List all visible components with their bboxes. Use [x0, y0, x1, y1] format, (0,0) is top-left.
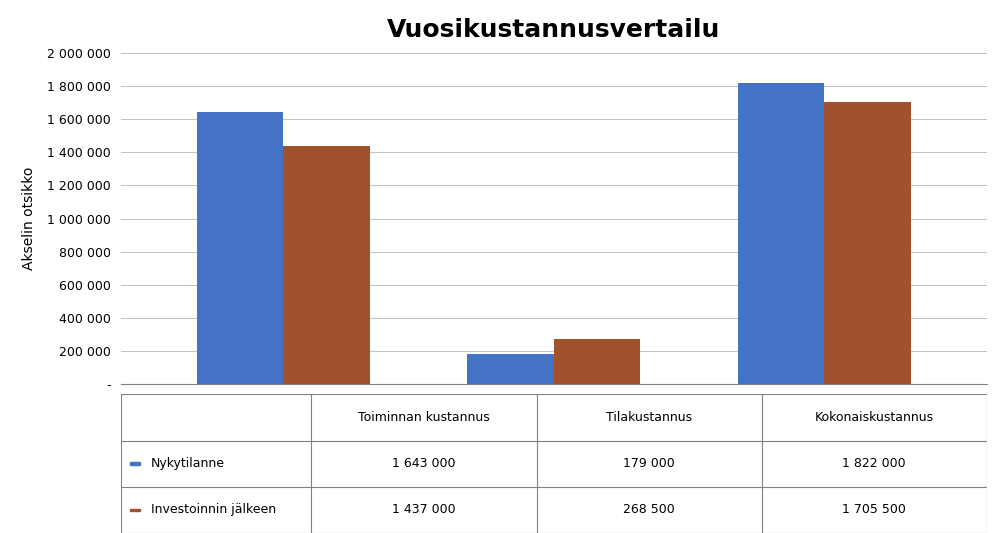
Text: 1 437 000: 1 437 000	[392, 503, 456, 516]
Text: 268 500: 268 500	[623, 503, 675, 516]
Text: 179 000: 179 000	[623, 457, 675, 470]
Text: Nykytilanne: Nykytilanne	[151, 457, 226, 470]
Bar	[283, 147, 370, 384]
Bar	[825, 102, 911, 384]
Bar	[467, 354, 554, 384]
Title: Vuosikustannusvertailu: Vuosikustannusvertailu	[387, 18, 721, 42]
Y-axis label: Akselin otsikko: Akselin otsikko	[22, 167, 36, 270]
Text: 1 643 000: 1 643 000	[392, 457, 456, 470]
Bar	[554, 340, 640, 384]
Bar	[738, 83, 825, 384]
Bar	[130, 463, 140, 465]
Text: 1 705 500: 1 705 500	[842, 503, 906, 516]
Text: Toiminnan kustannus: Toiminnan kustannus	[358, 411, 489, 424]
Text: 1 822 000: 1 822 000	[843, 457, 906, 470]
Text: Kokonaiskustannus: Kokonaiskustannus	[815, 411, 933, 424]
Text: Investoinnin jälkeen: Investoinnin jälkeen	[151, 503, 276, 516]
Bar	[130, 508, 140, 511]
Text: Tilakustannus: Tilakustannus	[606, 411, 692, 424]
Bar	[196, 112, 283, 384]
